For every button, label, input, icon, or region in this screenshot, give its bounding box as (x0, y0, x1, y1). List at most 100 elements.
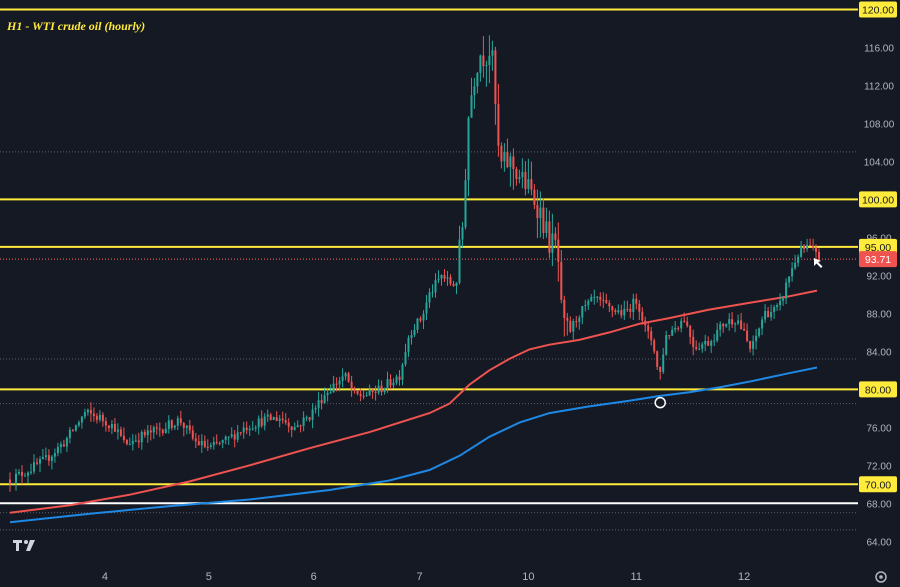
candle-body (461, 227, 464, 240)
y-tick-label: 92.00 (866, 271, 891, 282)
candle-body (161, 429, 164, 433)
candle-body (734, 323, 737, 325)
candle-body (746, 330, 749, 341)
candle-body (524, 171, 527, 189)
candles (9, 35, 820, 492)
candle-body (467, 117, 470, 181)
candle-body (323, 395, 326, 404)
moving-average-line (9, 366, 818, 524)
candle-body (131, 440, 134, 445)
candle-body (410, 335, 413, 338)
candle-body (275, 417, 278, 421)
candle-body (176, 418, 179, 426)
candle-body (245, 427, 248, 431)
candle-body (305, 417, 308, 419)
candle-body (209, 445, 212, 447)
candle-body (155, 427, 158, 429)
candle-body (326, 392, 329, 396)
candle-body (557, 239, 560, 262)
candle-body (581, 306, 584, 318)
candle-body (767, 311, 770, 318)
candle-body (560, 261, 563, 300)
candle-body (293, 427, 296, 430)
candle-body (380, 385, 383, 392)
candle-body (12, 482, 14, 484)
level-badge-bg (859, 381, 897, 398)
candle-body (74, 425, 77, 431)
y-tick-label: 72.00 (866, 461, 891, 472)
candle-body (770, 311, 773, 318)
cursor-arrow-icon (814, 258, 823, 268)
candle-body (101, 414, 104, 422)
candle-body (515, 169, 518, 179)
candle-body (611, 306, 614, 311)
candle-body (257, 418, 260, 428)
candle-body (641, 311, 644, 321)
candle-body (506, 151, 509, 167)
candle-body (674, 327, 677, 330)
candle-body (386, 379, 389, 389)
candle-body (644, 320, 647, 326)
horizontal-levels (0, 8, 858, 505)
level-badge-bg (859, 476, 897, 493)
candle-body (548, 221, 551, 253)
candle-body (617, 310, 620, 313)
candle-body (500, 145, 503, 162)
candle-body (782, 298, 785, 301)
candle-body (638, 303, 641, 312)
candle-body (266, 414, 269, 417)
candle-body (140, 432, 143, 443)
y-tick-label: 68.00 (866, 499, 891, 510)
candle-body (764, 311, 767, 320)
y-tick-label: 88.00 (866, 309, 891, 320)
candle-body (653, 340, 656, 352)
candle-body (431, 292, 434, 294)
candle-body (242, 427, 245, 433)
candle-body (41, 457, 44, 460)
candle-body (158, 428, 161, 430)
current-price-badge-bg (859, 251, 897, 268)
candle-body (815, 247, 817, 252)
candle-body (458, 239, 461, 283)
candle-body (683, 320, 686, 322)
candle-body (497, 104, 500, 146)
candle-body (779, 300, 782, 306)
candle-body (53, 453, 56, 457)
candle-body (434, 280, 437, 293)
candle-body (566, 317, 569, 321)
candle-body (401, 364, 404, 380)
candle-body (425, 302, 428, 314)
candle-body (536, 204, 539, 219)
candle-body (578, 317, 581, 322)
candle-body (755, 335, 758, 342)
candle-body (812, 245, 815, 248)
candle-body (584, 305, 587, 307)
candle-body (59, 444, 62, 448)
candle-body (62, 444, 65, 447)
candle-body (668, 335, 671, 337)
candle-body (215, 442, 218, 444)
candle-body (719, 324, 722, 330)
candle-body (533, 189, 536, 205)
candle-body (575, 321, 578, 323)
candle-body (599, 296, 602, 300)
candle-body (413, 329, 416, 336)
candle-body (701, 344, 704, 349)
candle-body (83, 412, 86, 417)
candle-body (24, 475, 26, 477)
candle-body (377, 385, 380, 393)
marker-circle (654, 396, 666, 409)
candle-body (206, 446, 209, 448)
candle-body (404, 351, 407, 365)
candle-body (725, 323, 728, 327)
candle-body (44, 455, 47, 457)
settings-gear-icon[interactable] (875, 571, 887, 583)
candle-body (341, 376, 344, 381)
candle-body (338, 380, 341, 385)
candle-body (686, 321, 689, 326)
candle-body (21, 472, 23, 476)
candle-body (65, 438, 68, 447)
candle-body (803, 245, 806, 249)
candle-body (146, 430, 149, 436)
